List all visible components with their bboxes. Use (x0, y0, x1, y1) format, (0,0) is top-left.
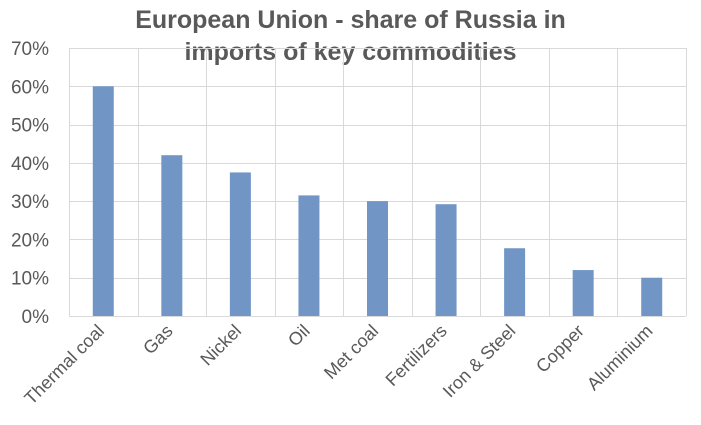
bar (435, 204, 457, 316)
x-tick-label: Copper (532, 321, 588, 377)
bar (504, 248, 526, 316)
y-tick-label: 20% (11, 230, 49, 251)
bar (572, 270, 594, 316)
bar (92, 86, 114, 317)
bar (161, 155, 183, 316)
bar (298, 195, 320, 316)
x-tick-label: Fertilizers (382, 321, 451, 390)
y-tick-label: 10% (11, 269, 49, 290)
y-tick-label: 40% (11, 154, 49, 175)
chart-title-line-1: European Union - share of Russia in (135, 6, 566, 34)
y-tick-label: 60% (11, 77, 49, 98)
x-tick-label: Oil (284, 321, 314, 351)
x-tick-label: Thermal coal (20, 321, 108, 409)
bar (229, 172, 251, 316)
chart-title-line-2: imports of key commodities (184, 38, 517, 66)
x-tick-label: Iron & Steel (439, 321, 520, 402)
bar (367, 201, 388, 316)
y-tick-label: 0% (22, 307, 50, 328)
x-tick-label: Aluminium (583, 321, 657, 395)
y-tick-label: 70% (11, 39, 49, 60)
y-tick-label: 50% (11, 116, 49, 137)
bar (641, 277, 663, 316)
y-tick-label: 30% (11, 192, 49, 213)
x-tick-label: Met coal (320, 321, 382, 383)
x-tick-label: Gas (139, 321, 176, 358)
x-tick-label: Nickel (196, 321, 245, 370)
